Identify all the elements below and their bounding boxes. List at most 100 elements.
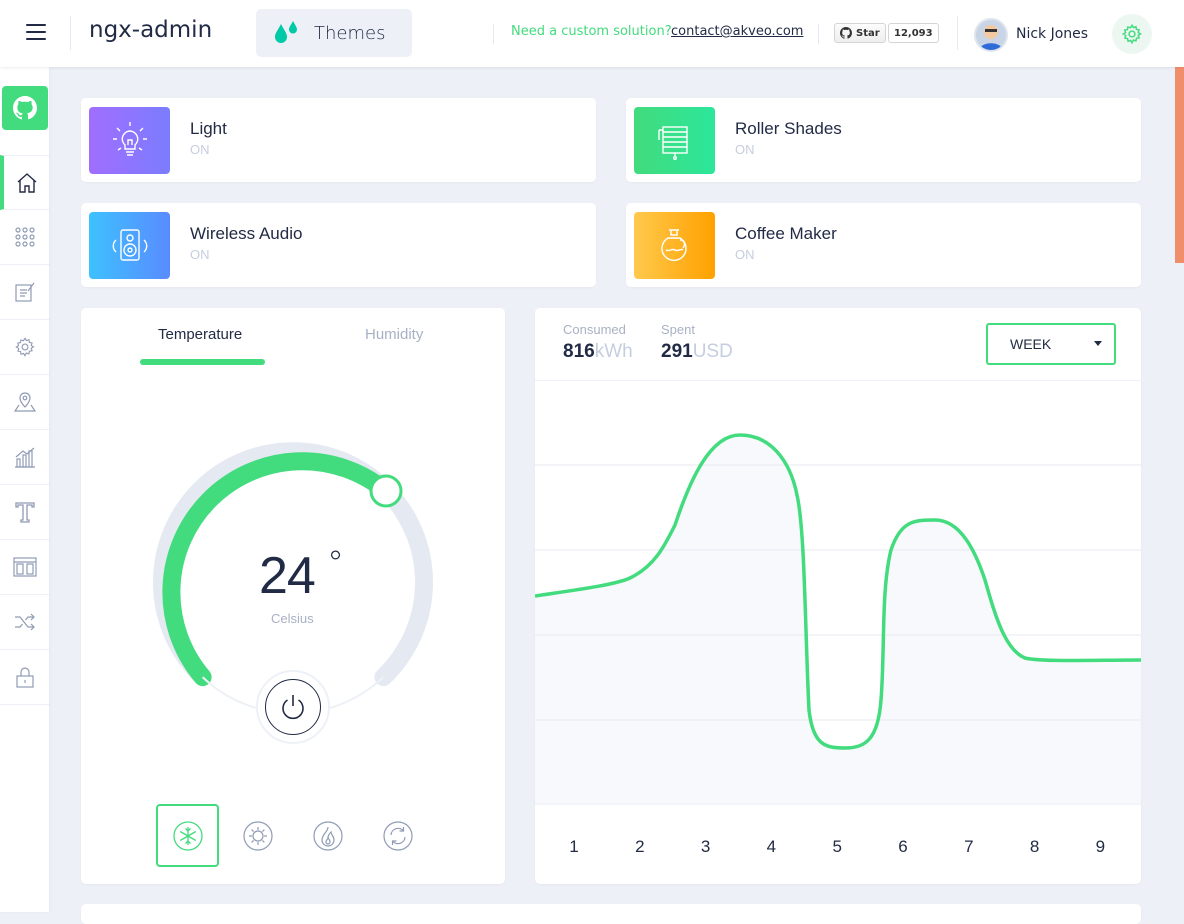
spent-unit: USD [692,341,733,362]
speaker-icon [112,228,147,261]
series-line [535,433,1141,750]
sidebar-item-forms[interactable] [0,265,49,320]
consumed-unit: kWh [594,341,633,362]
temperature-unit: Celsius [271,611,314,626]
device-icon-tile [89,107,170,174]
sidebar-item-maps[interactable] [0,375,49,430]
device-icon-tile [634,212,715,279]
themes-label: Themes [314,22,386,44]
consumed-stat: 816kWh [563,341,633,363]
coffee-pot-icon [660,228,687,261]
divider [493,24,494,44]
temperature-dial[interactable] [81,308,505,768]
settings-button[interactable] [1112,14,1152,54]
device-title: Wireless Audio [190,224,303,243]
settings-icon [14,337,35,357]
chevron-down-icon [1094,341,1102,346]
device-icon-tile [634,107,715,174]
divider [70,16,71,50]
github-icon [13,96,37,120]
dial-track [153,442,433,687]
x-tick-label: 6 [898,837,908,856]
sidebar-item-tables[interactable] [0,540,49,595]
spent-value: 291 [661,341,693,362]
tab-humidity[interactable]: Humidity [365,326,424,343]
mode-heat-sun-button[interactable] [226,804,289,867]
mode-auto-button[interactable] [366,804,429,867]
device-title: Roller Shades [735,119,842,138]
flame-icon [312,820,343,851]
star-label: Star [856,27,880,39]
x-tick-label: 8 [1029,837,1040,856]
roller-shades-icon [657,125,688,160]
device-status: ON [735,142,755,157]
x-tick-label: 9 [1095,837,1106,856]
device-icon-tile [89,212,170,279]
star-count[interactable]: 12,093 [888,23,939,43]
device-status: ON [190,247,210,262]
chart-grid [535,380,1141,805]
period-select[interactable]: WEEK [986,323,1116,365]
sidebar-item-editors[interactable] [0,485,49,540]
period-value: WEEK [1010,336,1052,352]
map-icon [13,392,36,412]
x-tick-label: 2 [635,837,645,856]
temperature-card: Temperature Humidity 24 ° Celsius [81,308,505,884]
themes-button[interactable]: Themes [256,9,412,57]
home-icon [17,172,36,193]
text-icon [14,502,35,523]
mode-fire-button[interactable] [296,804,359,867]
user-name[interactable]: Nick Jones [1016,26,1089,42]
device-card-light[interactable]: Light ON [81,98,596,182]
device-card-roller-shades[interactable]: Roller Shades ON [626,98,1141,182]
sidebar-github-button[interactable] [2,86,48,130]
promo-text: Need a custom solution? [511,24,672,39]
device-status: ON [190,142,210,157]
logo[interactable]: ngx-admin [89,17,213,43]
x-tick-label: 5 [832,837,842,856]
electricity-chart [535,380,1141,805]
degree-symbol: ° [327,544,344,584]
spent-label: Spent [661,322,695,337]
device-card-wireless-audio[interactable]: Wireless Audio ON [81,203,596,287]
tab-temperature[interactable]: Temperature [158,326,243,343]
menu-toggle-icon[interactable] [26,24,46,42]
header: ngx-admin Themes Need a custom solution?… [0,0,1184,67]
sidebar-item-charts[interactable] [0,430,49,485]
x-tick-label: 4 [766,837,777,856]
chart-area [535,435,1141,805]
device-title: Light [190,119,227,138]
sidebar [0,67,49,912]
sidebar-item-home[interactable] [0,155,49,210]
lock-icon [15,667,34,688]
shuffle-icon [14,613,35,631]
apps-grid-icon [14,227,35,247]
cycle-icon [382,820,413,851]
consumed-label: Consumed [563,322,626,337]
sidebar-item-settings[interactable] [0,320,49,375]
mode-cool-button[interactable] [156,804,219,867]
sidebar-item-auth[interactable] [0,650,49,705]
power-button[interactable] [256,670,330,744]
github-star-button[interactable]: Star [834,23,886,43]
dial-knob[interactable] [369,474,403,508]
power-icon [282,695,304,720]
avatar[interactable] [974,18,1008,52]
divider [957,16,958,50]
github-icon [840,27,852,39]
snowflake-icon [172,820,203,851]
sidebar-item-misc[interactable] [0,595,49,650]
device-title: Coffee Maker [735,224,837,243]
dial-progress [162,452,396,687]
scrollbar[interactable] [1175,67,1184,263]
sidebar-item-apps[interactable] [0,210,49,265]
divider [818,24,819,44]
gear-icon [1121,23,1142,45]
electricity-card: Consumed 816kWh Spent 291USD WEEK 1 2 3 4 5 6… [535,308,1141,884]
device-card-coffee-maker[interactable]: Coffee Maker ON [626,203,1141,287]
consumed-value: 816 [563,341,595,362]
edit-icon [14,282,34,302]
bar-chart-icon [14,447,35,468]
contact-link[interactable]: contact@akveo.com [671,24,804,39]
layout-icon [12,557,37,577]
